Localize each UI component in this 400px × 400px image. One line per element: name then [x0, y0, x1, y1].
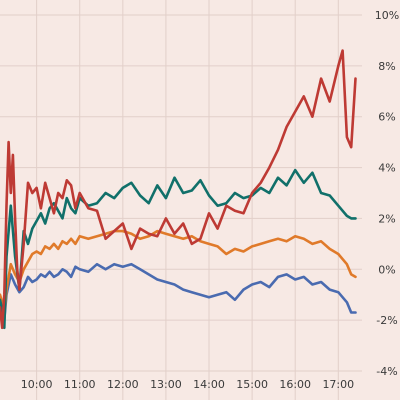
series-line-3: [0, 49, 357, 330]
y-tick-label: -4%: [376, 365, 397, 378]
x-tick-label: 12:00: [107, 378, 139, 391]
series-line-2: [0, 168, 357, 330]
x-tick-label: 17:00: [322, 378, 354, 391]
series-line-1: [0, 229, 357, 317]
gridlines: [0, 0, 362, 400]
x-tick-label: 11:00: [64, 378, 96, 391]
y-tick-label: 6%: [378, 111, 395, 124]
y-tick-label: 2%: [378, 212, 395, 225]
y-tick-label: 10%: [375, 9, 399, 22]
y-axis-tick-labels: -4% -2% 0% 2% 4% 6% 8% 10%: [375, 9, 399, 378]
x-tick-label: 10:00: [21, 378, 53, 391]
y-tick-label: 4%: [378, 162, 395, 175]
y-tick-label: -2%: [376, 314, 397, 327]
x-tick-label: 13:00: [150, 378, 182, 391]
x-axis-tick-labels: 10:00 11:00 12:00 13:00 14:00 15:00 16:00 17:00: [21, 378, 354, 391]
x-tick-label: 16:00: [279, 378, 311, 391]
series-line-0: [0, 262, 357, 322]
x-tick-label: 14:00: [193, 378, 225, 391]
series-lines: [0, 49, 357, 330]
y-tick-label: 0%: [378, 263, 395, 276]
x-tick-label: 15:00: [236, 378, 268, 391]
y-tick-label: 8%: [378, 60, 395, 73]
